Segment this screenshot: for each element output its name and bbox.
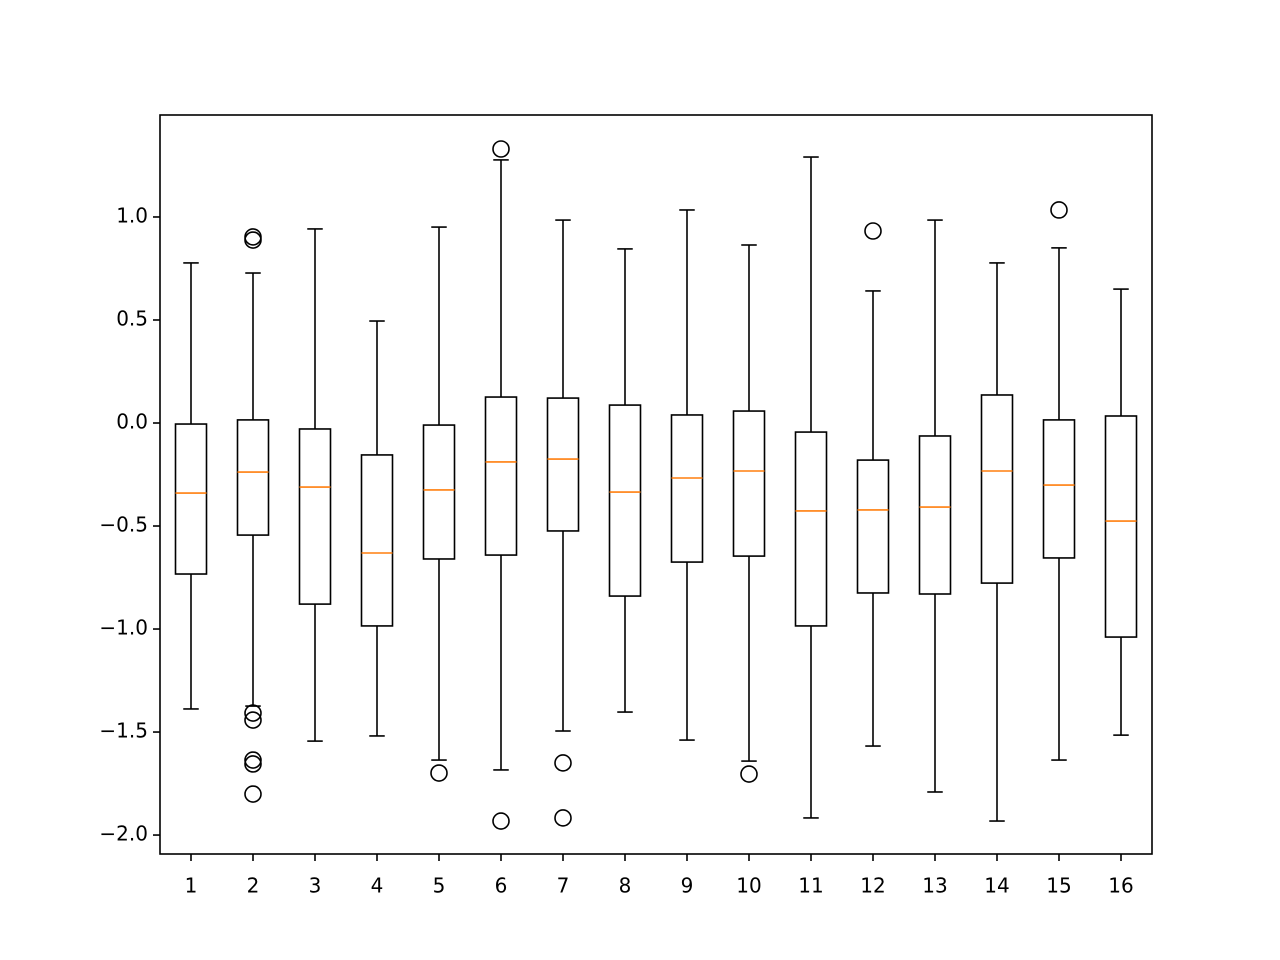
y-tick-label: 1.0 — [116, 203, 148, 227]
x-tick-label: 15 — [1046, 874, 1071, 898]
outlier — [554, 754, 572, 772]
outlier — [492, 140, 510, 158]
outlier — [554, 809, 572, 827]
x-tick-label: 9 — [681, 874, 694, 898]
y-tick-label: −1.5 — [99, 719, 148, 743]
y-tick-label: 0.0 — [116, 410, 148, 434]
box — [794, 431, 828, 627]
plot-frame — [159, 114, 1153, 855]
outlier — [1050, 201, 1068, 219]
box — [174, 423, 208, 575]
outlier — [244, 785, 262, 803]
box — [422, 424, 456, 560]
x-tick-label: 10 — [736, 874, 761, 898]
box — [546, 397, 580, 532]
outlier — [244, 751, 262, 769]
outlier — [244, 755, 262, 773]
outlier — [430, 764, 448, 782]
x-tick-label: 5 — [433, 874, 446, 898]
box — [608, 404, 642, 597]
x-tick-label: 7 — [557, 874, 570, 898]
box — [856, 459, 890, 594]
outlier — [740, 765, 758, 783]
box — [980, 394, 1014, 584]
box — [298, 428, 332, 605]
y-tick-label: −1.0 — [99, 616, 148, 640]
box — [918, 435, 952, 595]
x-tick-label: 11 — [798, 874, 823, 898]
outlier — [244, 704, 262, 722]
x-tick-label: 3 — [309, 874, 322, 898]
x-tick-label: 1 — [185, 874, 198, 898]
x-tick-label: 6 — [495, 874, 508, 898]
box — [732, 410, 766, 557]
outlier — [244, 711, 262, 729]
x-tick-label: 4 — [371, 874, 384, 898]
x-tick-label: 14 — [984, 874, 1009, 898]
box — [236, 419, 270, 536]
y-tick-label: 0.5 — [116, 306, 148, 330]
x-tick-label: 2 — [247, 874, 260, 898]
outlier — [244, 231, 262, 249]
outlier — [492, 812, 510, 830]
box — [360, 454, 394, 627]
box — [670, 414, 704, 563]
x-tick-label: 13 — [922, 874, 947, 898]
box — [1042, 419, 1076, 559]
outlier — [864, 222, 882, 240]
y-tick-label: −2.0 — [99, 822, 148, 846]
x-tick-label: 8 — [619, 874, 632, 898]
box — [1104, 415, 1138, 638]
y-tick-label: −0.5 — [99, 513, 148, 537]
x-tick-label: 12 — [860, 874, 885, 898]
box — [484, 396, 518, 556]
x-tick-label: 16 — [1108, 874, 1133, 898]
